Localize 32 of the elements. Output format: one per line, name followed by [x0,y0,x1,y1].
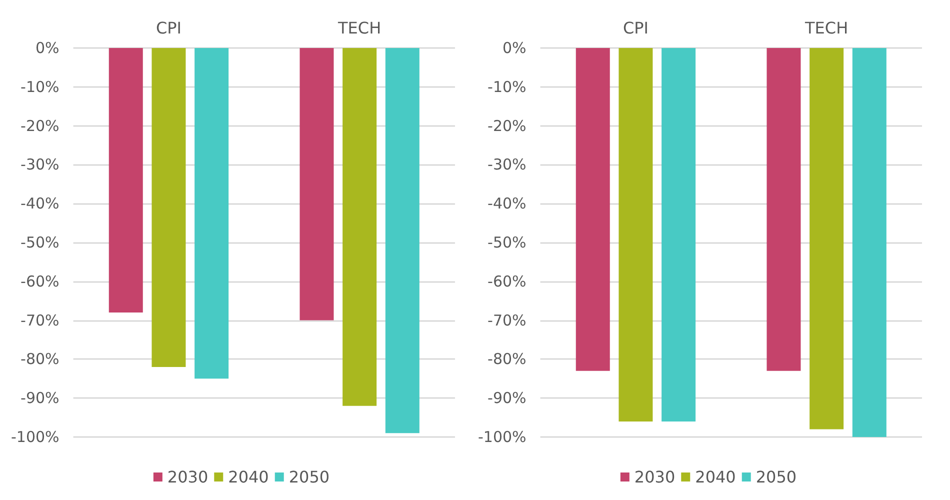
legend-label: 2050 [756,468,797,486]
y-tick-label: 0% [36,39,60,57]
x-tick-label: CPI [156,18,182,38]
y-tick-label: -50% [20,234,60,252]
legend-label: 2040 [695,468,736,486]
y-tick-label: -70% [20,311,60,330]
y-tick-label: -40% [488,194,526,213]
legend-label: 2030 [167,468,208,486]
y-tick-label: -80% [20,350,60,368]
legend-label: 2050 [288,468,330,486]
y-tick-label: -100% [478,428,526,446]
y-tick-label: -100% [11,428,60,446]
y-tick-label: -30% [488,156,526,174]
x-tick-label: TECH [337,18,382,38]
y-tick-label: -60% [20,272,60,290]
x-tick-label: CPI [622,18,648,38]
y-tick-label: -90% [488,389,526,408]
y-tick-label: -10% [488,78,526,96]
y-tick-label: -20% [488,116,526,135]
y-tick-label: -30% [20,156,60,174]
y-tick-label: -20% [20,116,60,135]
legend-label: 2030 [634,468,676,486]
y-tick-label: -10% [20,78,60,96]
x-tick-label: TECH [804,18,848,38]
y-tick-label: -60% [488,272,526,290]
y-tick-label: -50% [488,234,526,252]
y-tick-label: -90% [20,389,60,408]
legend-label: 2040 [228,468,269,486]
y-tick-label: 0% [502,39,526,57]
y-tick-label: -80% [488,350,526,368]
y-tick-label: -70% [488,311,526,330]
y-tick-label: -40% [20,194,60,213]
